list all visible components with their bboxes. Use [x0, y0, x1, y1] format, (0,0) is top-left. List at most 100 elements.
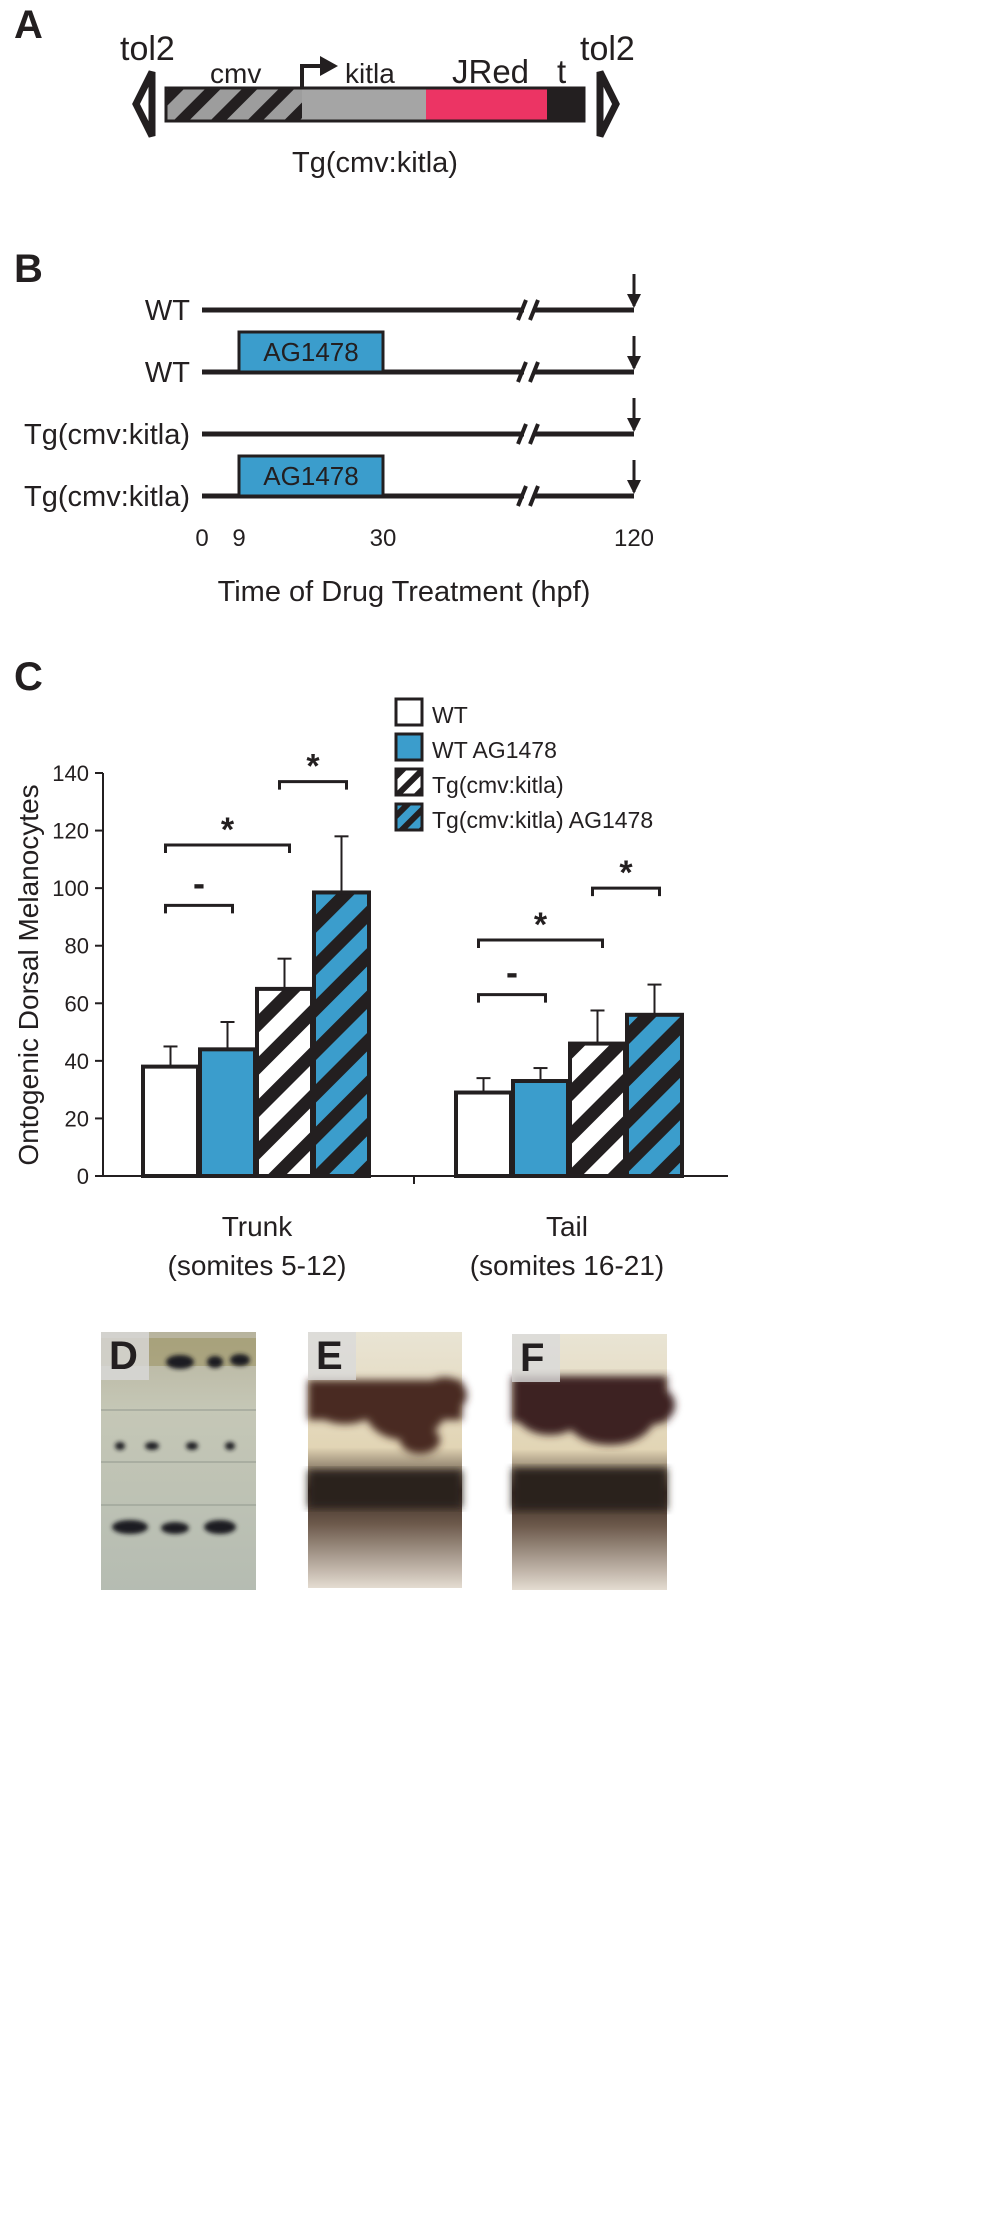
- panel-a: A tol2 tol2 cmv kitla JRed t Tg(cmv:kitl…: [14, 3, 635, 179]
- panel-letter-c: C: [14, 655, 43, 699]
- bar: [255, 986, 314, 1179]
- significance-line: [164, 843, 291, 853]
- kitla-label: kitla: [345, 58, 395, 89]
- significance-line: [591, 886, 661, 897]
- axis-break-gap: [524, 300, 534, 320]
- bar: [568, 1041, 627, 1178]
- tick-label: 120: [614, 525, 654, 552]
- bar: [511, 1079, 570, 1179]
- significance-bracket: -: [164, 862, 234, 914]
- axis-break-gap: [524, 486, 534, 506]
- photo-f-caption-box: [512, 1334, 560, 1382]
- y-tick-label: 0: [77, 1164, 89, 1189]
- endpoint-arrow-head: [627, 356, 641, 370]
- axis-break-mark: [516, 361, 528, 383]
- bar: [625, 1012, 684, 1178]
- photo-d-myotome-lines: [101, 1409, 256, 1506]
- significance-bracket: *: [591, 854, 661, 897]
- tol2-left-arrow: [132, 70, 156, 138]
- timeline-row: Tg(cmv:kitla): [24, 398, 641, 451]
- category-label-trunk-line2: (somites 5-12): [168, 1250, 347, 1281]
- timeline-rows: WT WT AG1478 Tg(cmv:kitla) Tg(cmv:kitla) AG14…: [24, 274, 641, 513]
- significance-line: [477, 993, 547, 1003]
- timeline-xlabel: Time of Drug Treatment (hpf): [218, 576, 591, 608]
- significance-bracket: -: [477, 952, 547, 1003]
- tol2-left-label: tol2: [120, 30, 175, 68]
- transcription-start-arrow: [300, 64, 322, 88]
- y-tick-label: 60: [65, 991, 89, 1016]
- legend-swatch-tg-ag1478: [394, 802, 424, 832]
- axis-break-gap: [524, 362, 534, 382]
- legend-label: Tg(cmv:kitla) AG1478: [432, 807, 653, 833]
- timeline-row: Tg(cmv:kitla) AG1478: [24, 454, 641, 513]
- axis-break-mark: [528, 299, 540, 321]
- significance-bracket: *: [477, 906, 604, 948]
- axis-break-mark: [516, 423, 528, 445]
- tick-label: 9: [232, 525, 245, 552]
- arrow-head: [320, 56, 338, 76]
- tick-label: 0: [195, 525, 208, 552]
- significance-label: *: [306, 748, 320, 786]
- tol2-right-label: tol2: [580, 30, 635, 68]
- panel-letter-b: B: [14, 247, 43, 291]
- drug-treatment-label: AG1478: [263, 337, 358, 367]
- t-label: t: [557, 53, 566, 90]
- photo-e-dark-band: [308, 1470, 462, 1508]
- timeline-row-label: Tg(cmv:kitla): [24, 481, 190, 513]
- jred-label: JRed: [452, 53, 529, 90]
- t-segment: [547, 88, 584, 121]
- legend: WT WT AG1478 Tg(cmv:kitla) Tg(cmv:kitla)…: [394, 697, 653, 833]
- timeline-row-label: WT: [145, 357, 190, 389]
- photo-f-melanocytes: [512, 1376, 675, 1445]
- endpoint-arrow-head: [627, 294, 641, 308]
- drug-treatment-box: [237, 454, 385, 498]
- y-tick-label: 140: [52, 761, 89, 786]
- photo-panel-f: F: [512, 1334, 675, 1590]
- photo-panel-e: E: [308, 1332, 467, 1588]
- tol2-right-arrow: [596, 70, 620, 138]
- bar: [198, 1047, 257, 1179]
- significance-line: [278, 780, 348, 790]
- category-label-tail-line1: Tail: [546, 1211, 588, 1242]
- photo-panel-d: D: [101, 1332, 256, 1590]
- drug-treatment-box: [237, 330, 385, 374]
- legend-label: WT AG1478: [432, 737, 557, 763]
- construct-name: Tg(cmv:kitla): [292, 147, 458, 179]
- timeline-row: WT: [145, 274, 641, 327]
- bar: [454, 1090, 513, 1179]
- significance-label: *: [221, 811, 235, 849]
- significance-line: [164, 903, 234, 914]
- significance-label: *: [619, 854, 633, 892]
- y-tick-label: 80: [65, 934, 89, 959]
- panel-c: C WT WT AG1478 Tg(cmv:kitla) Tg(cmv:kitl…: [13, 655, 728, 1281]
- category-label-tail-line2: (somites 16-21): [470, 1250, 665, 1281]
- endpoint-arrow-head: [627, 418, 641, 432]
- y-tick-label: 40: [65, 1049, 89, 1074]
- axis-break-mark: [516, 485, 528, 507]
- cmv-segment: [166, 88, 302, 121]
- panel-b: B WT WT AG1478 Tg(cmv:kitla) Tg(cmv:kitla) AG…: [14, 247, 654, 608]
- axis-break-mark: [528, 485, 540, 507]
- axis-break-mark: [528, 423, 540, 445]
- category-label-trunk-line1: Trunk: [222, 1211, 294, 1242]
- photo-d-melanocytes: [112, 1354, 250, 1534]
- cmv-label: cmv: [210, 58, 261, 89]
- panel-letter-a: A: [14, 3, 43, 47]
- jred-segment: [426, 88, 547, 121]
- photo-letter-d: D: [109, 1334, 138, 1378]
- axis-break-gap: [524, 424, 534, 444]
- bar: [312, 890, 371, 1178]
- y-tick-label: 20: [65, 1106, 89, 1131]
- photo-letter-f: F: [520, 1336, 544, 1380]
- timeline-row-label: Tg(cmv:kitla): [24, 419, 190, 451]
- significance-bracket: *: [278, 748, 348, 790]
- timeline-row-label: WT: [145, 295, 190, 327]
- axis-break-mark: [528, 361, 540, 383]
- legend-label: Tg(cmv:kitla): [432, 772, 564, 798]
- y-tick-label: 100: [52, 876, 89, 901]
- legend-swatch-tg: [394, 767, 424, 797]
- construct-outline: [164, 86, 586, 123]
- significance-label: -: [193, 862, 205, 903]
- legend-label: WT: [432, 702, 468, 728]
